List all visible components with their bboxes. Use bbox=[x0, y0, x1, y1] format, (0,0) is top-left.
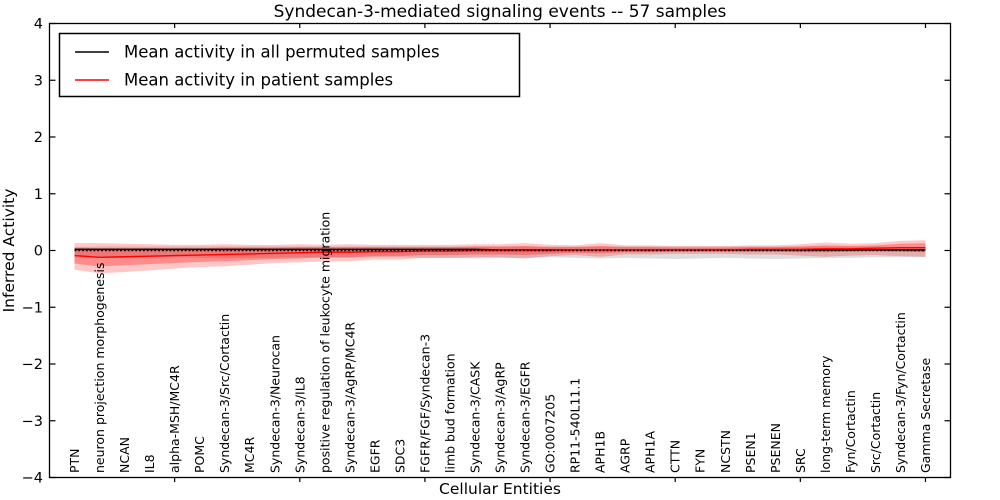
y-tick-label: −4 bbox=[22, 471, 43, 487]
plot-lines bbox=[74, 246, 926, 259]
y-tick-label: −2 bbox=[22, 357, 43, 373]
x-tick-label: positive regulation of leukocyte migrati… bbox=[317, 212, 332, 473]
x-tick-label: PTN bbox=[67, 448, 82, 473]
x-tick-label: GO:0007205 bbox=[543, 394, 558, 473]
x-tick-label: APH1B bbox=[593, 431, 608, 473]
y-axis-label: Inferred Activity bbox=[0, 189, 18, 313]
y-tick-label: −3 bbox=[22, 414, 43, 430]
legend: Mean activity in all permuted samples Me… bbox=[58, 32, 521, 98]
y-tick-labels: 4 3 2 1 0 −1 −2 −3 −4 bbox=[22, 17, 43, 487]
legend-frame bbox=[58, 32, 521, 98]
x-tick-label: EGFR bbox=[367, 439, 382, 473]
x-tick-label: NCAN bbox=[117, 437, 132, 473]
band-patient-outer bbox=[74, 240, 926, 274]
x-tick-label: IL8 bbox=[142, 454, 157, 473]
x-tick-label: SRC bbox=[793, 448, 808, 473]
x-axis-label: Cellular Entities bbox=[439, 480, 561, 498]
y-tick-label: 1 bbox=[34, 187, 43, 203]
x-tick-label: FYN bbox=[693, 449, 708, 473]
x-tick-label: POMC bbox=[192, 436, 207, 473]
x-tick-label: Syndecan-3/AgRP bbox=[493, 362, 508, 473]
x-tick-label: APH1A bbox=[643, 431, 658, 473]
legend-label-patient: Mean activity in patient samples bbox=[124, 71, 393, 90]
x-tick-label: Syndecan-3/Neurocan bbox=[267, 335, 282, 473]
x-tick-label: MC4R bbox=[242, 437, 257, 473]
x-tick-label: limb bud formation bbox=[442, 353, 457, 473]
x-tick-label: Syndecan-3/CASK bbox=[467, 361, 482, 473]
y-tick-label: 3 bbox=[34, 73, 43, 89]
y-tick-label: 4 bbox=[34, 17, 43, 33]
legend-label-permuted: Mean activity in all permuted samples bbox=[124, 43, 440, 62]
series-line bbox=[74, 246, 926, 259]
x-tick-label: Src/Cortactin bbox=[868, 392, 883, 473]
y-tick-label: −1 bbox=[22, 300, 43, 316]
y-tick-label: 0 bbox=[34, 244, 43, 260]
x-tick-label: SDC3 bbox=[392, 439, 407, 473]
x-tick-label: neuron projection morphogenesis bbox=[92, 262, 107, 473]
x-tick-label: AGRP bbox=[618, 438, 633, 473]
x-tick-labels: PTN neuron projection morphogenesis NCAN IL… bbox=[67, 212, 933, 473]
x-tick-label: long-term memory bbox=[818, 355, 833, 473]
x-tick-label: Syndecan-3/IL8 bbox=[292, 376, 307, 473]
x-tick-label: CTTN bbox=[668, 440, 683, 473]
x-tick-label: Gamma Secretase bbox=[918, 358, 933, 473]
y-tick-label: 2 bbox=[34, 130, 43, 146]
x-tick-label: Syndecan-3/Src/Cortactin bbox=[217, 314, 232, 473]
x-tick-label: Syndecan-3/AgRP/MC4R bbox=[342, 322, 357, 473]
x-tick-label: PSENEN bbox=[768, 423, 783, 473]
x-tick-label: PSEN1 bbox=[743, 432, 758, 473]
plot-frame bbox=[48, 22, 952, 479]
x-tick-label: Syndecan-3/Fyn/Cortactin bbox=[893, 312, 908, 473]
chart-title: Syndecan-3-mediated signaling events -- … bbox=[274, 2, 727, 22]
x-tick-label: Syndecan-3/EGFR bbox=[518, 361, 533, 473]
x-tick-label: NCSTN bbox=[718, 430, 733, 473]
plot-bands bbox=[74, 240, 926, 274]
x-tick-label: Fyn/Cortactin bbox=[843, 390, 858, 473]
x-tick-label: FGFR/FGF/Syndecan-3 bbox=[417, 334, 432, 473]
x-tick-label: RP11-540L11.1 bbox=[568, 378, 583, 473]
x-tick-label: alpha-MSH/MC4R bbox=[167, 365, 182, 473]
